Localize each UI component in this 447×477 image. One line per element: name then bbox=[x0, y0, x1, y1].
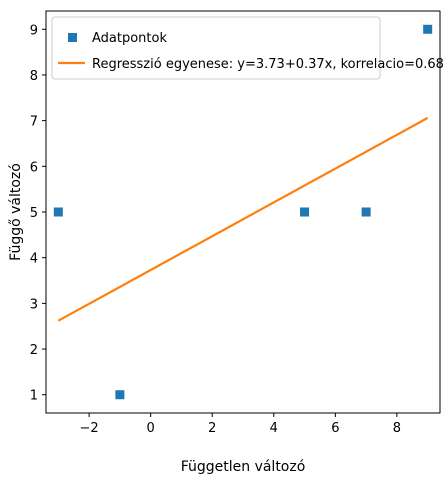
y-tick-label: 5 bbox=[30, 206, 38, 221]
x-tick-label: 0 bbox=[147, 421, 155, 436]
legend: Adatpontok Regresszió egyenese: y=3.73+0… bbox=[51, 16, 444, 80]
x-tick-label: 8 bbox=[393, 421, 401, 436]
legend-label-adatpontok: Adatpontok bbox=[92, 31, 167, 46]
y-tick-label: 7 bbox=[30, 115, 38, 130]
data-point-2 bbox=[115, 390, 125, 400]
y-tick-label: 2 bbox=[30, 343, 38, 358]
x-tick-label: −2 bbox=[80, 421, 99, 436]
data-point-4 bbox=[361, 207, 371, 217]
data-point-1 bbox=[53, 207, 63, 217]
x-tick-label: 6 bbox=[331, 421, 339, 436]
legend-box bbox=[51, 16, 381, 80]
data-point-5 bbox=[423, 24, 433, 34]
data-point-3 bbox=[300, 207, 310, 217]
legend-label-regression: Regresszió egyenese: y=3.73+0.37x, korre… bbox=[92, 57, 444, 72]
x-axis-label: Független változó bbox=[181, 459, 306, 475]
y-tick-label: 3 bbox=[30, 297, 38, 312]
x-tick-label: 4 bbox=[270, 421, 278, 436]
plot-area: −2 0 2 4 6 8 1 2 3 4 5 6 7 8 9 bbox=[30, 10, 441, 436]
x-tick-label: 2 bbox=[208, 421, 216, 436]
y-tick-label: 4 bbox=[30, 252, 38, 267]
y-tick-label: 6 bbox=[30, 160, 38, 175]
legend-marker-square bbox=[68, 33, 77, 42]
regression-line bbox=[57, 116, 429, 322]
y-tick-label: 9 bbox=[30, 23, 38, 38]
y-tick-label: 1 bbox=[30, 389, 38, 404]
y-axis-label: Függő változó bbox=[8, 163, 24, 261]
y-tick-label: 8 bbox=[30, 69, 38, 84]
